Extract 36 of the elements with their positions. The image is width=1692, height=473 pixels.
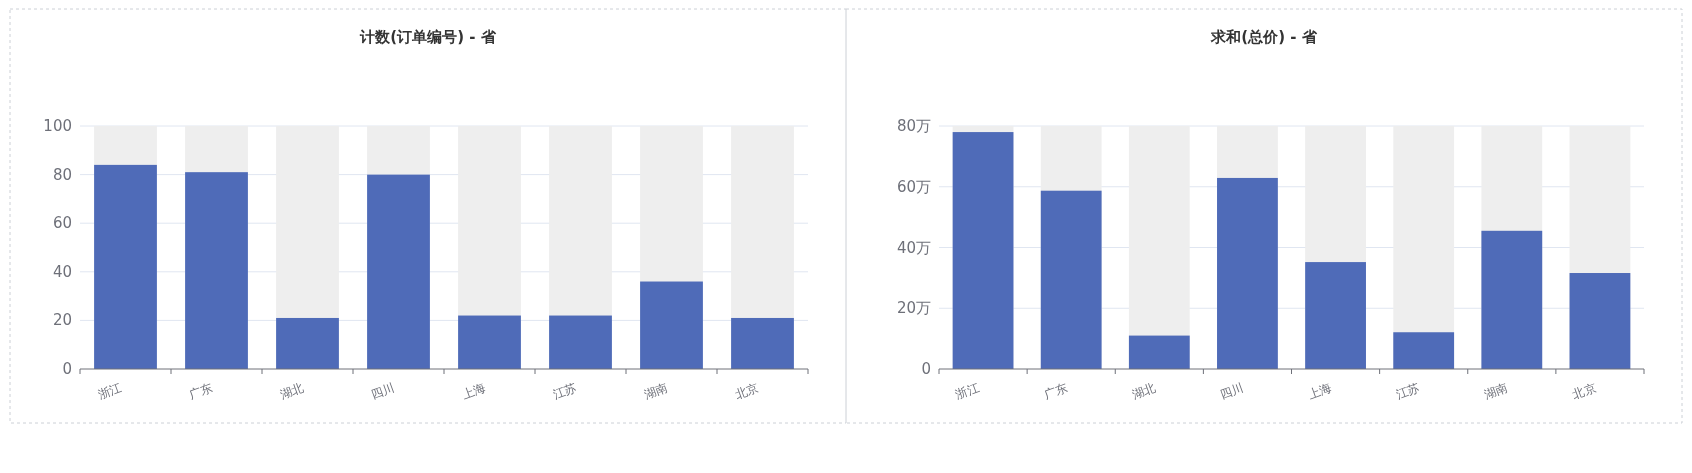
x-tick-label: 湖南 <box>642 380 670 402</box>
x-tick-label: 湖北 <box>278 380 306 402</box>
x-tick-label: 湖南 <box>1482 380 1510 402</box>
y-tick-label: 40万 <box>896 238 931 257</box>
chart-title: 计数(订单编号) - 省 <box>359 28 497 46</box>
y-tick-label: 100 <box>43 117 72 135</box>
x-tick-label: 江苏 <box>1394 380 1422 402</box>
chart-title: 求和(总价) - 省 <box>1210 28 1318 46</box>
bar <box>458 315 521 369</box>
x-tick-label: 浙江 <box>96 380 124 402</box>
x-tick-label: 江苏 <box>551 380 579 402</box>
x-tick-label: 广东 <box>1041 380 1070 402</box>
bar <box>276 317 339 369</box>
x-tick-label: 四川 <box>369 380 397 402</box>
bar <box>731 317 794 369</box>
y-tick-label: 20万 <box>896 299 931 318</box>
x-tick-label: 广东 <box>187 380 215 402</box>
y-tick-label: 40 <box>52 262 72 281</box>
bar <box>549 315 612 369</box>
y-tick-label: 80万 <box>896 117 931 135</box>
y-tick-label: 0 <box>921 360 931 378</box>
y-tick-label: 80 <box>52 165 72 184</box>
y-tick-label: 60万 <box>896 177 931 196</box>
x-tick-label: 北京 <box>1570 380 1598 402</box>
x-tick-label: 四川 <box>1218 380 1246 402</box>
y-tick-label: 20 <box>52 311 72 330</box>
bar <box>1128 335 1190 369</box>
x-tick-label: 湖北 <box>1129 380 1158 402</box>
x-tick-label: 上海 <box>1306 380 1334 402</box>
x-tick-label: 北京 <box>733 380 761 402</box>
bar <box>1393 332 1455 369</box>
bar <box>952 132 1014 369</box>
y-tick-label: 0 <box>62 360 72 378</box>
y-tick-label: 60 <box>52 214 72 233</box>
x-tick-label: 上海 <box>460 380 488 402</box>
x-tick-label: 浙江 <box>953 380 981 402</box>
